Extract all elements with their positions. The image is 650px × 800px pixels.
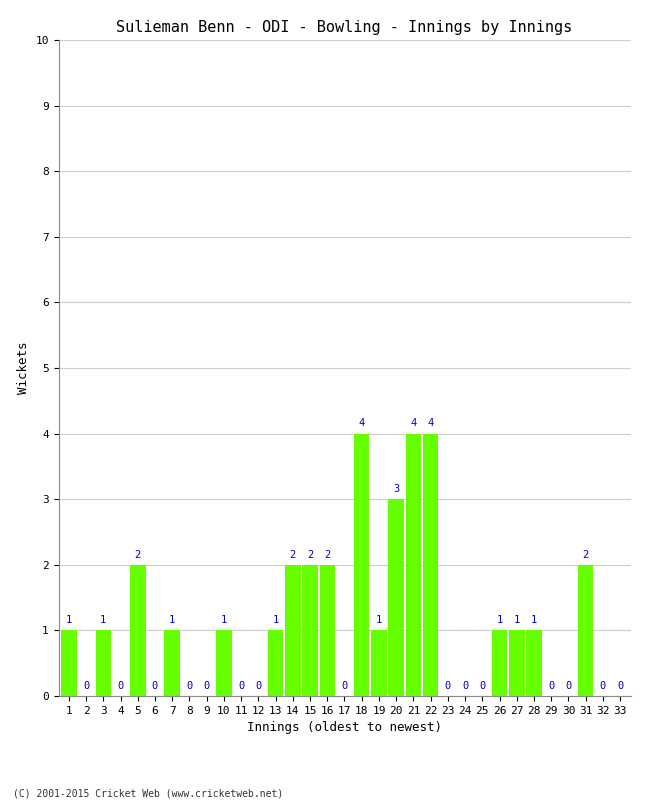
Text: 0: 0 [600, 681, 606, 690]
X-axis label: Innings (oldest to newest): Innings (oldest to newest) [247, 722, 442, 734]
Text: 1: 1 [100, 615, 107, 625]
Bar [578, 565, 593, 696]
Text: 2: 2 [582, 550, 589, 559]
Text: 0: 0 [548, 681, 554, 690]
Bar [302, 565, 318, 696]
Text: 0: 0 [462, 681, 468, 690]
Bar [509, 630, 525, 696]
Bar [389, 499, 404, 696]
Text: 1: 1 [531, 615, 537, 625]
Bar [371, 630, 387, 696]
Bar [526, 630, 541, 696]
Title: Sulieman Benn - ODI - Bowling - Innings by Innings: Sulieman Benn - ODI - Bowling - Innings … [116, 20, 573, 34]
Bar [130, 565, 146, 696]
Text: 2: 2 [324, 550, 330, 559]
Text: 1: 1 [66, 615, 72, 625]
Text: 0: 0 [83, 681, 89, 690]
Text: 1: 1 [376, 615, 382, 625]
Text: 0: 0 [118, 681, 124, 690]
Text: 0: 0 [152, 681, 158, 690]
Text: 4: 4 [359, 418, 365, 428]
Bar [320, 565, 335, 696]
Bar [61, 630, 77, 696]
Text: 0: 0 [203, 681, 210, 690]
Bar [216, 630, 231, 696]
Bar [268, 630, 283, 696]
Text: 3: 3 [393, 484, 399, 494]
Bar [492, 630, 507, 696]
Bar [285, 565, 300, 696]
Bar [96, 630, 111, 696]
Text: 1: 1 [169, 615, 176, 625]
Text: 0: 0 [445, 681, 451, 690]
Text: 0: 0 [238, 681, 244, 690]
Text: 1: 1 [221, 615, 227, 625]
Text: 1: 1 [497, 615, 502, 625]
Text: 0: 0 [566, 681, 571, 690]
Text: 1: 1 [272, 615, 279, 625]
Text: 0: 0 [187, 681, 192, 690]
Text: 2: 2 [290, 550, 296, 559]
Bar [406, 434, 421, 696]
Text: 1: 1 [514, 615, 520, 625]
Text: (C) 2001-2015 Cricket Web (www.cricketweb.net): (C) 2001-2015 Cricket Web (www.cricketwe… [13, 788, 283, 798]
Text: 0: 0 [479, 681, 486, 690]
Text: 4: 4 [410, 418, 417, 428]
Text: 4: 4 [428, 418, 434, 428]
Bar [354, 434, 369, 696]
Text: 2: 2 [307, 550, 313, 559]
Y-axis label: Wickets: Wickets [17, 342, 30, 394]
Bar [164, 630, 180, 696]
Bar [423, 434, 438, 696]
Text: 0: 0 [255, 681, 261, 690]
Text: 0: 0 [617, 681, 623, 690]
Text: 2: 2 [135, 550, 141, 559]
Text: 0: 0 [341, 681, 348, 690]
